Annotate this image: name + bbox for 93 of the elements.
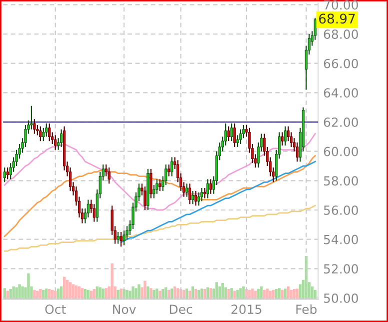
y-tick-label: 66.00 [324, 58, 358, 68]
y-tick-label: 54.00 [324, 234, 358, 244]
candlestick [144, 186, 146, 211]
bar [27, 273, 30, 300]
candlestick [108, 166, 110, 184]
bar [33, 290, 36, 300]
candlestick [168, 164, 170, 177]
bar [146, 286, 150, 300]
candlestick [156, 178, 158, 194]
candlestick [230, 122, 233, 142]
candlestick [3, 166, 6, 183]
bar [233, 290, 236, 300]
candlestick [170, 156, 174, 177]
candlestick [42, 127, 45, 142]
y-tick-label: 52.00 [324, 264, 358, 274]
candlestick [48, 122, 51, 142]
bar [42, 290, 45, 300]
candlestick [200, 187, 204, 202]
bar [21, 286, 24, 300]
candlestick [185, 183, 188, 198]
y-tick-label: 50.00 [324, 293, 358, 303]
bar [263, 290, 266, 300]
bar [9, 289, 12, 300]
candlestick [45, 122, 48, 138]
bar [116, 290, 120, 300]
candlestick [197, 192, 200, 206]
candlestick [209, 178, 212, 194]
candlestick [158, 178, 162, 192]
y-tick-label: 70.00 [324, 0, 358, 10]
candlestick [227, 126, 230, 142]
y-tick-label: 64.00 [324, 88, 358, 98]
y-tick-label: 62.00 [324, 117, 358, 127]
bar [15, 287, 18, 300]
bar [126, 290, 128, 300]
bar [144, 280, 146, 300]
candlestick [122, 230, 126, 246]
candlestick [296, 142, 299, 162]
bar [6, 290, 9, 300]
x-tick-label: Dec [170, 304, 192, 314]
candlestick [54, 134, 57, 150]
bar [227, 289, 230, 300]
bar [132, 286, 134, 300]
x-tick-label: 2015 [232, 304, 262, 314]
candlestick [281, 132, 284, 146]
line-series [120, 160, 316, 243]
bar [257, 289, 260, 300]
bar [239, 288, 242, 300]
bar [62, 276, 66, 300]
candlestick [206, 178, 209, 199]
bar [39, 289, 42, 300]
bar [260, 286, 263, 300]
bar [296, 288, 299, 300]
y-tick-label: 60.00 [324, 146, 358, 156]
x-tick-label: Feb [296, 304, 317, 314]
candlestick [150, 168, 152, 199]
x-tick-label: Nov [113, 304, 136, 314]
candlestick [30, 105, 33, 130]
bar [156, 288, 158, 300]
y-tick-label: 68.00 [324, 29, 358, 39]
bar [242, 286, 245, 300]
y-tick-label: 56.00 [324, 205, 358, 215]
bar [254, 290, 257, 300]
annotation: 68.97 [319, 14, 355, 24]
y-tick-label: 58.00 [324, 176, 358, 186]
candlestick [33, 118, 36, 134]
bar [138, 284, 140, 300]
candlestick [92, 204, 96, 222]
candlestick [120, 231, 122, 248]
candlestick [39, 126, 42, 142]
candlestick [60, 128, 63, 148]
bar [12, 286, 15, 300]
candlestick [233, 122, 236, 148]
bar [120, 288, 122, 300]
line-series [4, 155, 316, 238]
bar [230, 288, 233, 300]
candlestick [284, 126, 287, 146]
candlestick [6, 166, 9, 180]
candlestick [239, 128, 242, 145]
candlestick [188, 183, 192, 205]
candlestick [191, 190, 194, 205]
bar [150, 288, 152, 300]
bar [224, 287, 227, 300]
x-tick-label: Oct [45, 304, 66, 314]
line-series [4, 204, 316, 252]
line-series [4, 133, 316, 211]
candlestick [194, 190, 198, 206]
candlestick [116, 231, 120, 244]
bar [236, 290, 239, 300]
bar [152, 290, 156, 300]
candlestick [203, 187, 206, 199]
bar [128, 290, 132, 300]
bar [18, 284, 21, 300]
bar [248, 290, 251, 300]
